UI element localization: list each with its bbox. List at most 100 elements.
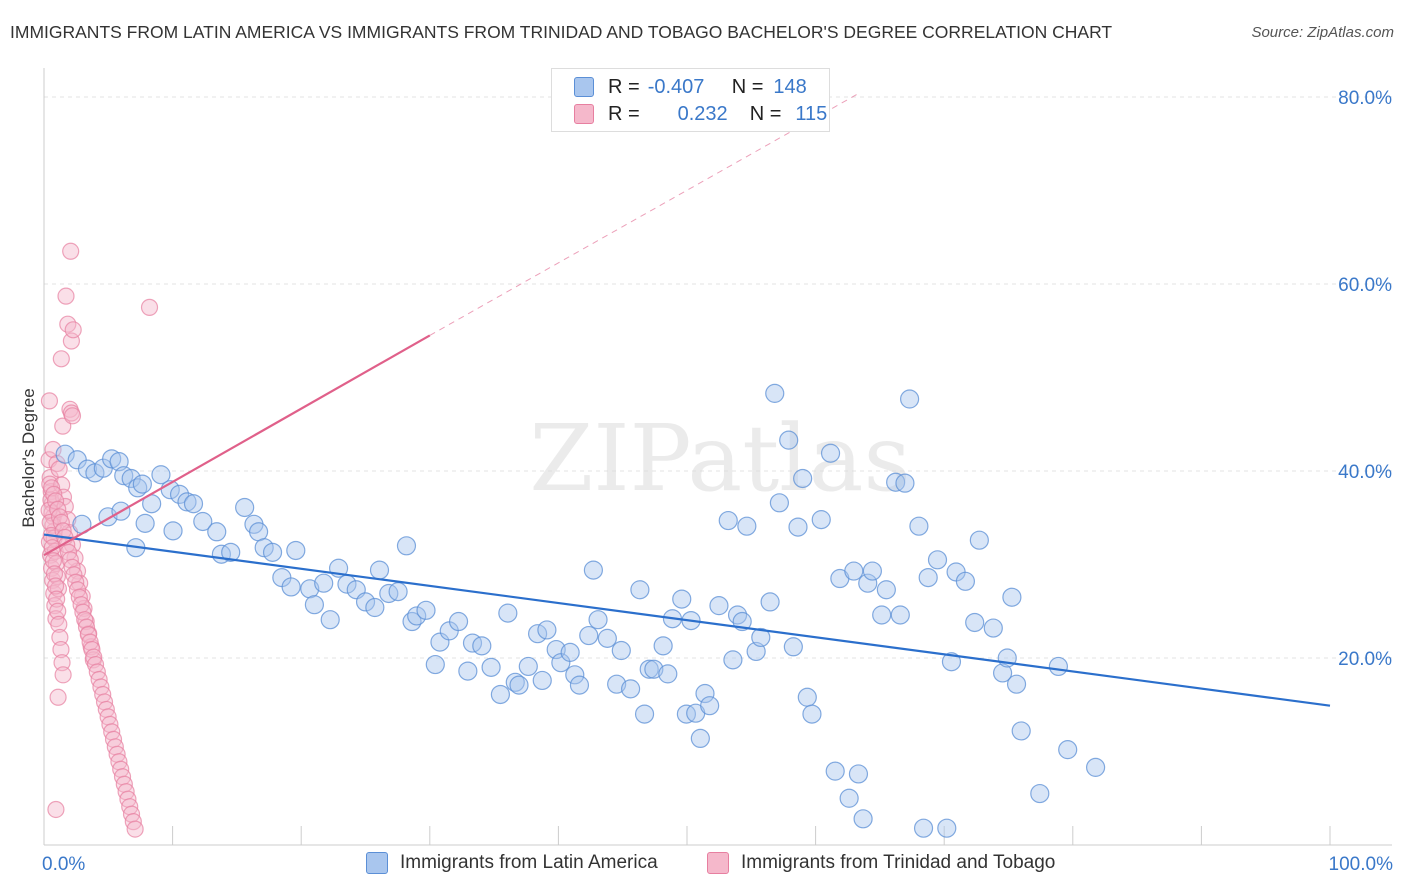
legend-n-value: 148 [773, 75, 807, 98]
blue-point [718, 510, 738, 531]
blue-point [913, 818, 934, 838]
blue-point [983, 618, 1003, 638]
blue-point [955, 571, 976, 591]
blue-point [579, 625, 599, 646]
pink-point [49, 602, 67, 620]
watermark: ZIPatlas [529, 405, 910, 512]
blue-point [235, 497, 255, 518]
pink-point [54, 666, 72, 684]
legend-row-pink: R = 0.232 N = 115 [574, 101, 827, 127]
y-tick-label: 40.0% [1338, 462, 1392, 483]
pink-point [64, 321, 82, 339]
blue-point [788, 517, 808, 537]
pink-point [49, 688, 67, 706]
pink-point [45, 565, 64, 583]
pink-point [57, 287, 75, 305]
blue-point [314, 573, 334, 593]
blue-point [760, 592, 780, 612]
pink-point [46, 577, 65, 595]
blue-point [848, 764, 869, 784]
blue-point [630, 580, 650, 600]
legend-r-value: -0.407 [647, 75, 705, 98]
blue-point [844, 561, 864, 581]
blue-point [723, 650, 743, 670]
tick-labels: 20.0% 40.0% 60.0% 80.0% 0.0% 100.0% [42, 88, 1393, 875]
blue-point [532, 670, 552, 691]
bottom-legend-item-blue: Immigrants from Latin America [366, 852, 658, 874]
blue-point [458, 661, 478, 681]
blue-point [765, 383, 785, 403]
blue-point [416, 600, 436, 620]
blue-point [1058, 740, 1078, 760]
pink-series-points [40, 242, 159, 838]
pink-point [42, 479, 61, 497]
blue-point [783, 637, 803, 657]
blue-point [55, 444, 75, 464]
blue-point [588, 610, 608, 630]
blue-point [797, 687, 817, 707]
blue-point [927, 550, 948, 570]
blue-point [992, 663, 1013, 683]
blue-point [396, 536, 417, 556]
blue-point [518, 656, 538, 677]
blue-point [1030, 783, 1050, 804]
blue-point [569, 675, 590, 695]
pink-point [53, 654, 71, 672]
blue-point [737, 516, 757, 536]
blue-point [163, 521, 183, 541]
blue-point [304, 595, 324, 615]
blue-point [839, 788, 859, 808]
y-tick-label: 20.0% [1338, 649, 1392, 670]
y-axis-label: Bachelor's Degree [19, 388, 38, 527]
x-tick-label: 100.0% [1329, 854, 1394, 875]
blue-point [425, 654, 445, 675]
blue-point [537, 620, 557, 640]
pink-point [50, 615, 68, 633]
blue-point [249, 522, 269, 542]
pink-point [52, 640, 70, 659]
blue-point [653, 636, 673, 656]
blue-point [320, 610, 340, 630]
blue-point [448, 611, 469, 632]
pink-point [140, 298, 159, 316]
bottom-legend-swatch-pink [707, 852, 729, 874]
blue-point [611, 640, 631, 661]
blue-point [909, 516, 929, 536]
chart-title: IMMIGRANTS FROM LATIN AMERICA VS IMMIGRA… [10, 22, 1113, 42]
blue-point [505, 672, 525, 692]
y-tick-label: 80.0% [1338, 88, 1392, 109]
blue-point [369, 560, 390, 580]
blue-point [899, 389, 920, 409]
blue-point [872, 605, 892, 625]
bottom-legend-label: Immigrants from Latin America [400, 852, 658, 873]
pink-trend-line [43, 334, 431, 557]
blue-point [114, 466, 134, 486]
pink-point [48, 590, 66, 608]
blue-point [700, 696, 720, 716]
blue-point [481, 657, 501, 677]
blue-point [151, 465, 171, 485]
blue-point [793, 468, 813, 489]
pink-point [44, 552, 63, 570]
blue-point [779, 430, 799, 450]
blue-point [820, 443, 841, 463]
blue-point [565, 665, 585, 685]
blue-point [690, 728, 710, 749]
blue-point [918, 567, 938, 588]
legend-n-label: N = [731, 75, 764, 98]
blue-point [709, 596, 729, 616]
blue-point [102, 449, 122, 469]
blue-point [672, 589, 692, 609]
blue-point [221, 542, 241, 562]
legend-r-value: 0.232 [677, 102, 728, 125]
blue-point [388, 582, 408, 602]
pink-point [126, 820, 144, 838]
blue-point [876, 580, 896, 600]
blue-point [498, 603, 518, 623]
legend-swatch-blue [574, 77, 594, 97]
blue-series-points [55, 383, 1106, 838]
blue-point [751, 627, 771, 648]
pink-point [40, 392, 59, 410]
grid-lines [44, 96, 1392, 659]
blue-point [825, 761, 845, 781]
